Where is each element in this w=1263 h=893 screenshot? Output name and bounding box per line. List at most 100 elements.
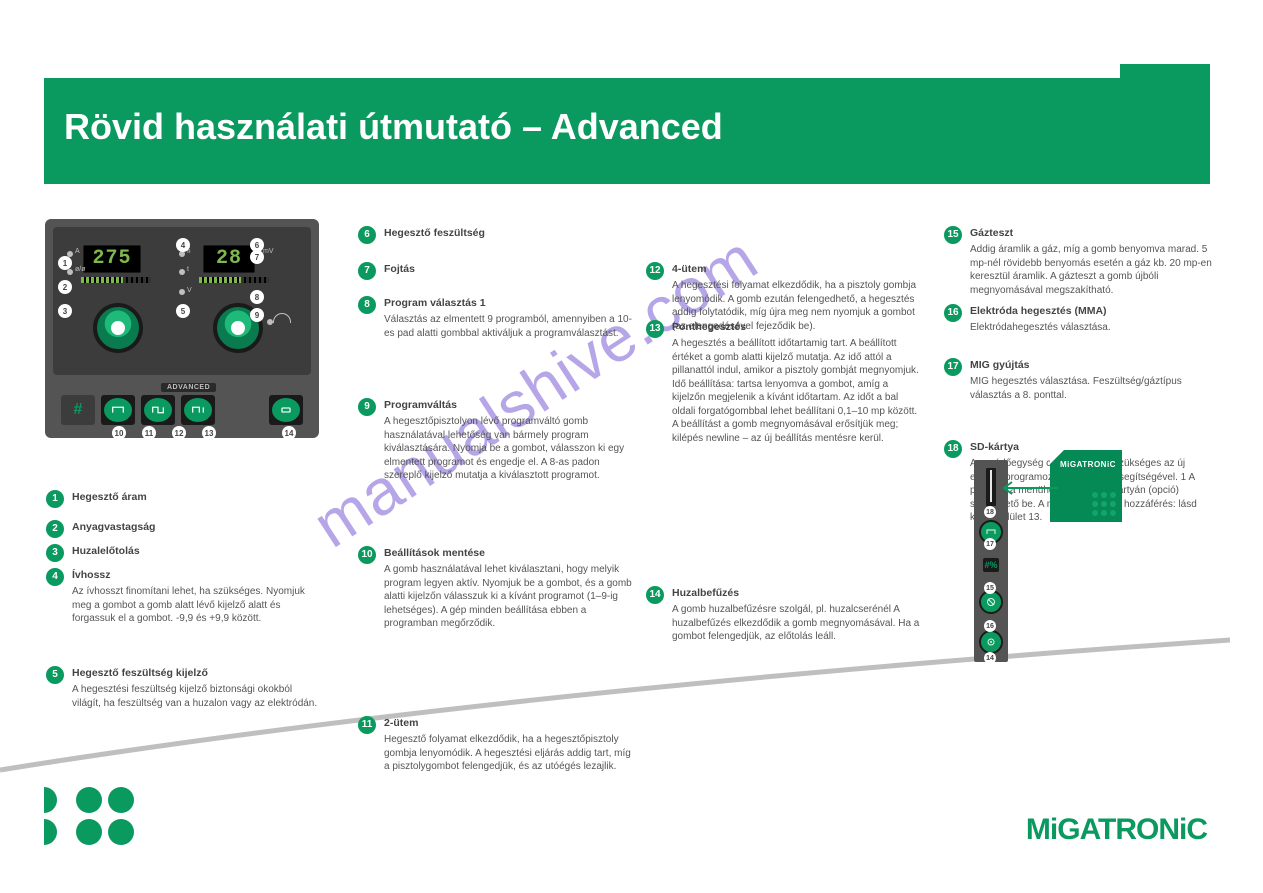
knob-left[interactable]	[93, 303, 143, 353]
indicator-mV: mV	[263, 248, 274, 255]
btn-4t[interactable]	[141, 395, 175, 425]
feature-17: 17MIG gyújtásMIG hegesztés választása. F…	[970, 358, 1220, 402]
display-left: 275	[83, 245, 141, 273]
side-callout-16: 16	[984, 620, 996, 632]
indicator-t: t	[187, 266, 189, 273]
indicator-dot	[179, 289, 185, 295]
feature-title: MIG gyújtás	[970, 358, 1220, 372]
feature-number: 14	[646, 586, 664, 604]
feature-number: 3	[46, 544, 64, 562]
feature-body: Elektródahegesztés választása.	[970, 321, 1220, 335]
indicator-dot	[267, 319, 273, 325]
feature-6: 6Hegesztő feszültség	[384, 226, 634, 243]
indicator-V: V	[187, 287, 192, 294]
arc-icon	[273, 313, 291, 323]
callout-marker-12: 12	[172, 426, 186, 440]
feature-body: MIG hegesztés választása. Feszültség/gáz…	[970, 375, 1220, 402]
indicator-dot	[67, 269, 73, 275]
side-callout-17: 17	[984, 538, 996, 550]
feature-title: Anyagvastagság	[72, 520, 322, 534]
feature-title: 2-ütem	[384, 716, 634, 730]
callout-marker-4: 4	[176, 238, 190, 252]
feature-14: 14HuzalbefűzésA gomb huzalbefűzésre szol…	[672, 586, 922, 644]
feature-3: 3Huzalelőtolás	[72, 544, 322, 561]
callout-marker-13: 13	[202, 426, 216, 440]
feature-number: 11	[358, 716, 376, 734]
feature-title: 4-ütem	[672, 262, 922, 276]
btn-hash[interactable]: #	[61, 395, 95, 425]
indicator-A: A	[75, 248, 80, 255]
feature-16: 16Elektróda hegesztés (MMA)Elektródahege…	[970, 304, 1220, 335]
callout-marker-1: 1	[58, 256, 72, 270]
display-bar-right	[199, 277, 269, 283]
feature-number: 13	[646, 320, 664, 338]
feature-title: Fojtás	[384, 262, 634, 276]
callout-marker-7: 7	[250, 250, 264, 264]
feature-number: 7	[358, 262, 376, 280]
feature-body: Hegesztő folyamat elkezdődik, ha a heges…	[384, 733, 634, 774]
feature-title: Elektróda hegesztés (MMA)	[970, 304, 1220, 318]
feature-number: 12	[646, 262, 664, 280]
feature-title: Gázteszt	[970, 226, 1220, 240]
feature-body: Választás az elmentett 9 programból, ame…	[384, 313, 634, 340]
feature-body: A hegesztőpisztolyon lévő programváltó g…	[384, 415, 634, 483]
callout-marker-3: 3	[58, 304, 72, 318]
feature-number: 16	[944, 304, 962, 322]
feature-body: Addig áramlik a gáz, míg a gomb benyomva…	[970, 243, 1220, 297]
side-btn-wire[interactable]	[979, 630, 1003, 654]
side-callout-15: 15	[984, 582, 996, 594]
feature-11: 112-ütemHegesztő folyamat elkezdődik, ha…	[384, 716, 634, 774]
side-callout-14: 14	[984, 652, 996, 664]
display-right: 28	[203, 245, 255, 273]
feature-body: A gomb használatával lehet kiválasztani,…	[384, 563, 634, 631]
feature-number: 10	[358, 546, 376, 564]
callout-marker-11: 11	[142, 426, 156, 440]
feature-7: 7Fojtás	[384, 262, 634, 279]
callout-marker-8: 8	[250, 290, 264, 304]
feature-number: 17	[944, 358, 962, 376]
feature-title: Programváltás	[384, 398, 634, 412]
btn-2t[interactable]	[101, 395, 135, 425]
page-title: Rövid használati útmutató – Advanced	[64, 106, 723, 148]
callout-marker-9: 9	[250, 308, 264, 322]
sd-arrow-icon	[998, 478, 1068, 498]
dot-grid-decoration	[44, 787, 134, 845]
sd-card-label: MiGATRONiC	[1060, 460, 1116, 469]
side-btn-hash[interactable]: #%	[983, 558, 999, 572]
btn-spot[interactable]	[181, 395, 215, 425]
feature-1: 1Hegesztő áram	[72, 490, 322, 507]
feature-title: Ívhossz	[72, 568, 322, 582]
callout-marker-14: 14	[282, 426, 296, 440]
feature-number: 15	[944, 226, 962, 244]
feature-title: Program választás 1	[384, 296, 634, 310]
feature-title: Ponthegesztés	[672, 320, 922, 334]
feature-number: 1	[46, 490, 64, 508]
feature-2: 2Anyagvastagság	[72, 520, 322, 537]
feature-title: Hegesztő feszültség kijelző	[72, 666, 322, 680]
feature-body: A hegesztési feszültség kijelző biztonsá…	[72, 683, 322, 710]
feature-9: 9ProgramváltásA hegesztőpisztolyon lévő …	[384, 398, 634, 483]
header-band-top-right	[1120, 64, 1210, 78]
callout-marker-2: 2	[58, 280, 72, 294]
feature-5: 5Hegesztő feszültség kijelzőA hegesztési…	[72, 666, 322, 710]
feature-4: 4ÍvhosszAz ívhosszt finomítani lehet, ha…	[72, 568, 322, 626]
feature-body: A hegesztés a beállított időtartamig tar…	[672, 337, 922, 445]
feature-10: 10Beállítások mentéseA gomb használatáva…	[384, 546, 634, 631]
btn-wire-inching[interactable]	[269, 395, 303, 425]
brand-logo: MiGATRONiC	[1026, 813, 1207, 847]
feature-title: Huzalbefűzés	[672, 586, 922, 600]
header-band-top-white	[44, 64, 1210, 78]
feature-body: A gomb huzalbefűzésre szolgál, pl. huzal…	[672, 603, 922, 644]
feature-title: Hegesztő feszültség	[384, 226, 634, 240]
feature-title: Beállítások mentése	[384, 546, 634, 560]
callout-marker-5: 5	[176, 304, 190, 318]
indicator-mm: ø/ø	[75, 266, 86, 273]
feature-number: 6	[358, 226, 376, 244]
feature-number: 18	[944, 440, 962, 458]
feature-title: Hegesztő áram	[72, 490, 322, 504]
feature-number: 9	[358, 398, 376, 416]
sd-slot-icon	[986, 468, 996, 506]
feature-number: 5	[46, 666, 64, 684]
indicator-dot	[179, 269, 185, 275]
feature-number: 4	[46, 568, 64, 586]
